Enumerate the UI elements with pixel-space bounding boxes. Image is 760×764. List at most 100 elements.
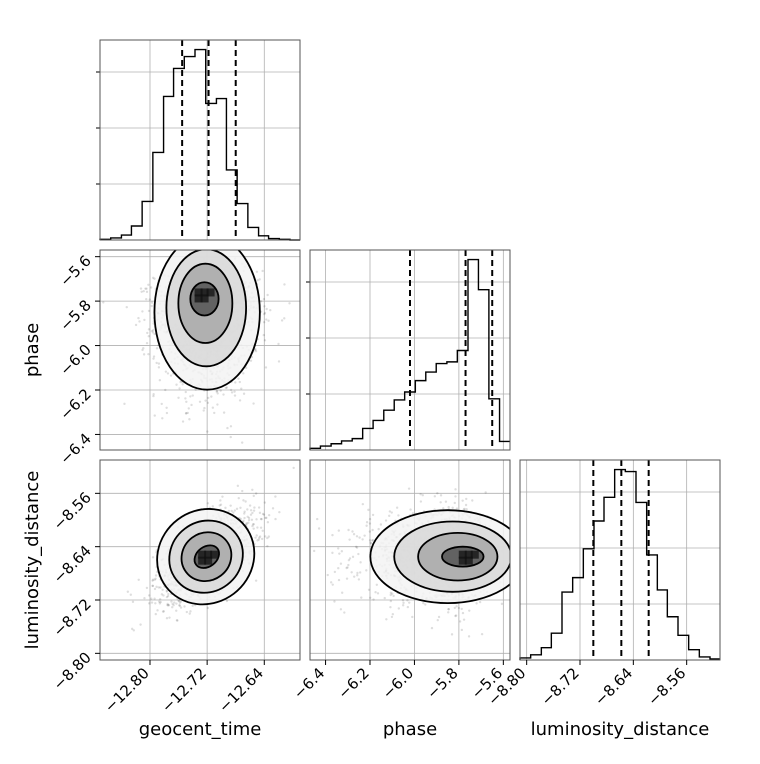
sample-point (256, 539, 259, 542)
sample-point (234, 381, 237, 384)
sample-point (161, 610, 165, 613)
y-tick-label-phase: −6.2 (56, 385, 94, 423)
sample-point (207, 396, 210, 400)
density-core (464, 556, 473, 565)
sample-point (152, 355, 156, 358)
sample-point (383, 596, 386, 600)
sample-point (465, 507, 468, 511)
sample-point (165, 411, 169, 415)
sample-point (164, 388, 167, 392)
sample-point (447, 505, 450, 509)
sample-point (225, 386, 229, 389)
sample-point (339, 562, 343, 565)
sample-point (422, 601, 425, 605)
sample-point (514, 548, 516, 550)
sample-point (352, 575, 356, 578)
sample-point (467, 635, 471, 638)
sample-point (337, 578, 341, 582)
sample-point (129, 593, 133, 596)
sample-point (243, 516, 246, 520)
density-core (194, 294, 203, 303)
sample-point (430, 626, 434, 630)
sample-point (437, 615, 441, 619)
sample-point (145, 341, 149, 345)
sample-point (312, 549, 316, 553)
sample-point (338, 552, 341, 555)
sample-point (251, 488, 254, 491)
sample-point (229, 425, 233, 428)
sample-point (283, 317, 286, 320)
sample-point (155, 585, 158, 589)
sample-point (185, 610, 189, 614)
x-tick-label-phase: −6.4 (290, 664, 328, 702)
sample-point (150, 597, 153, 600)
sample-point (161, 417, 164, 420)
x-tick-label-phase: −6.0 (379, 664, 417, 702)
sample-point (242, 372, 245, 375)
sample-point (137, 578, 140, 581)
sample-point (395, 506, 399, 509)
sample-point (357, 578, 361, 581)
sample-point (406, 599, 409, 602)
sample-point (444, 500, 448, 503)
sample-point (153, 587, 157, 591)
sample-point (329, 581, 333, 584)
sample-point (347, 563, 350, 567)
sample-point (181, 420, 185, 423)
sample-point (262, 297, 266, 301)
sample-point (151, 579, 154, 582)
sample-point (261, 269, 264, 273)
sample-point (169, 374, 173, 377)
sample-point (151, 556, 155, 559)
sample-point (454, 495, 457, 498)
sample-point (254, 536, 257, 539)
sample-point (397, 514, 400, 517)
sample-point (151, 276, 155, 280)
sample-point (255, 534, 258, 537)
sample-point (363, 534, 366, 537)
sample-point (251, 524, 254, 528)
x-axis-title-luminosity_distance: luminosity_distance (531, 719, 710, 740)
density-core (194, 288, 203, 297)
density-core (200, 288, 209, 297)
sample-point (130, 627, 134, 631)
sample-point (131, 600, 135, 604)
sample-point (301, 577, 303, 579)
sample-point (356, 571, 359, 575)
sample-point (141, 310, 144, 313)
sample-point (227, 509, 231, 513)
sample-point (154, 577, 157, 580)
sample-point (340, 550, 344, 553)
sample-point (406, 605, 410, 609)
sample-point (261, 529, 264, 532)
sample-point (250, 518, 254, 522)
sample-point (154, 574, 158, 577)
sample-point (143, 318, 146, 322)
sample-point (224, 386, 228, 390)
sample-point (166, 602, 169, 606)
sample-point (165, 589, 168, 592)
sample-point (361, 502, 365, 506)
sample-point (137, 316, 140, 320)
sample-point (242, 519, 245, 523)
sample-point (461, 611, 465, 615)
sample-point (187, 407, 190, 410)
sample-point (167, 592, 170, 596)
sample-point (263, 311, 267, 315)
sample-point (144, 287, 147, 290)
sample-point (219, 389, 222, 392)
sample-point (455, 507, 459, 510)
sample-point (389, 593, 392, 597)
sample-point (391, 613, 395, 616)
sample-point (379, 523, 383, 526)
sample-point (471, 499, 474, 502)
sample-point (230, 391, 234, 394)
sample-point (246, 515, 249, 519)
sample-point (233, 509, 237, 512)
sample-point (464, 503, 468, 507)
sample-point (167, 604, 171, 607)
sample-point (202, 409, 205, 412)
density-core (210, 550, 219, 559)
sample-point (213, 411, 216, 415)
sample-point (265, 307, 268, 311)
